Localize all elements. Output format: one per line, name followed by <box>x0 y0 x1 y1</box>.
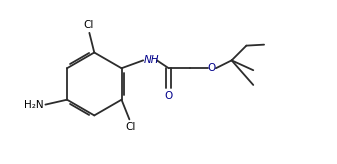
Text: NH: NH <box>144 55 160 65</box>
Text: O: O <box>164 91 173 101</box>
Text: Cl: Cl <box>83 20 94 30</box>
Text: H₂N: H₂N <box>24 100 43 110</box>
Text: Cl: Cl <box>125 122 135 132</box>
Text: O: O <box>208 63 216 73</box>
